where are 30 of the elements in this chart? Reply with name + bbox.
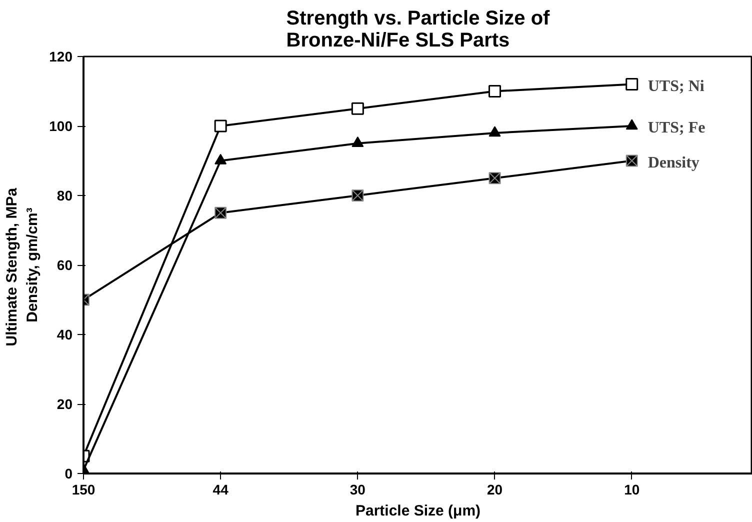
point <box>626 78 638 91</box>
y-axis-title: Ultimate Stength, MPa Density, gm/cm³ <box>4 187 42 346</box>
point <box>352 136 364 148</box>
y-tick-label: 0 <box>64 466 73 482</box>
point <box>626 154 638 167</box>
y-tick-label: 40 <box>56 326 73 342</box>
x-tick-label: 44 <box>212 482 229 498</box>
point <box>626 119 638 130</box>
x-tick-label: 20 <box>486 482 503 498</box>
y-tick-label: 100 <box>49 118 73 134</box>
series-label: UTS; Fe <box>648 120 706 136</box>
x-tick-label: 150 <box>72 482 96 498</box>
point <box>214 206 227 219</box>
point <box>214 120 227 132</box>
series-label: Density <box>648 154 700 172</box>
series-label: UTS; Ni <box>648 78 705 95</box>
y-tick-label: 80 <box>56 188 73 204</box>
point <box>214 154 227 164</box>
y-tick-label: 20 <box>56 396 73 412</box>
x-tick-label: 30 <box>350 482 366 498</box>
point <box>351 102 364 115</box>
point <box>488 85 502 98</box>
x-tick-label: 10 <box>624 482 640 498</box>
point <box>352 190 364 202</box>
point <box>488 126 501 137</box>
point <box>488 172 501 184</box>
x-axis-title: Particle Size (μm) <box>355 502 481 520</box>
y-tick-label: 60 <box>56 257 73 273</box>
chart-title: Strength vs. Particle Size of Bronze-Ni/Fe SLS Parts <box>286 8 550 52</box>
y-tick-label: 120 <box>49 48 73 64</box>
